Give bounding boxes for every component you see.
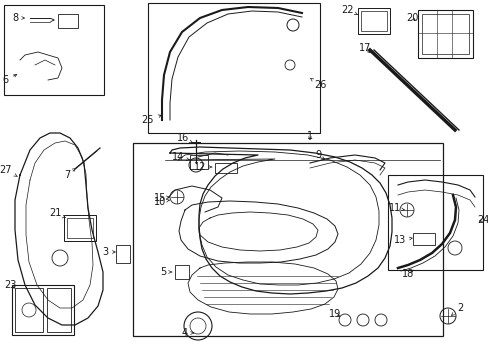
Text: 7: 7	[64, 168, 75, 180]
Bar	[4, 5, 104, 95]
Bar	[387, 175, 482, 270]
Text: 20: 20	[405, 13, 417, 23]
Bar	[67, 218, 93, 238]
Text: 27: 27	[0, 165, 18, 176]
Bar	[190, 155, 207, 169]
Bar	[58, 14, 78, 28]
Text: 10: 10	[154, 197, 169, 207]
Text: 6: 6	[2, 75, 17, 85]
Text: 4: 4	[182, 328, 193, 338]
Bar	[116, 245, 130, 263]
Text: 21: 21	[49, 208, 65, 218]
Text: 2: 2	[450, 303, 462, 315]
Text: 9: 9	[314, 150, 324, 160]
Bar	[417, 10, 472, 58]
Text: 3: 3	[102, 247, 115, 257]
Text: 22: 22	[341, 5, 357, 15]
Bar	[360, 11, 386, 31]
Text: 13: 13	[393, 235, 411, 245]
Text: 25: 25	[142, 115, 161, 125]
Bar	[148, 3, 319, 133]
Bar	[47, 288, 71, 332]
Text: 11: 11	[388, 203, 404, 213]
Bar	[12, 285, 74, 335]
Text: 14: 14	[171, 152, 189, 162]
Bar	[15, 288, 43, 332]
Text: 26: 26	[310, 78, 325, 90]
Text: 5: 5	[160, 267, 171, 277]
Bar	[215, 163, 237, 173]
Text: 24: 24	[476, 215, 488, 225]
Text: 19: 19	[328, 309, 341, 319]
Bar	[175, 265, 189, 279]
Text: 18: 18	[401, 269, 413, 279]
Bar	[64, 215, 96, 241]
Bar	[357, 8, 389, 34]
Bar	[421, 14, 468, 54]
Text: 23: 23	[4, 280, 16, 290]
Text: 17: 17	[358, 43, 370, 53]
Text: 1: 1	[306, 131, 312, 141]
Text: 16: 16	[177, 133, 192, 143]
Text: 8: 8	[12, 13, 24, 23]
Bar	[133, 143, 442, 336]
Text: 15: 15	[154, 193, 169, 203]
Text: 12: 12	[193, 162, 211, 172]
Bar	[412, 233, 434, 245]
